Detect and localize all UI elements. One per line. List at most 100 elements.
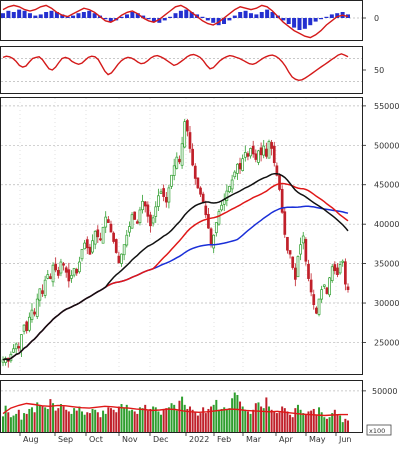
- macd-histogram-bar: [87, 10, 92, 18]
- candle-body: [320, 289, 324, 300]
- candle-body: [328, 277, 331, 296]
- macd-histogram-bar: [38, 14, 43, 18]
- candle-body: [14, 343, 18, 350]
- candle-body: [278, 175, 281, 190]
- price-tick-label: 55000: [374, 102, 399, 111]
- volume-bar: [291, 417, 294, 432]
- volume-tick-label: 50000: [372, 387, 397, 396]
- candle-body: [38, 288, 42, 301]
- candle-body: [270, 142, 273, 149]
- candle-body: [104, 216, 108, 228]
- price-tick-label: 30000: [374, 299, 399, 308]
- volume-bar: [299, 409, 302, 432]
- candle-body: [1, 359, 5, 363]
- candle-body: [233, 171, 237, 178]
- volume-bar: [17, 409, 20, 432]
- x-tick-label: Feb: [217, 435, 231, 444]
- candle-body: [338, 264, 342, 274]
- volume-bar: [215, 399, 218, 432]
- candle-body: [186, 120, 189, 132]
- macd-histogram-bar: [124, 14, 129, 18]
- volume-bar: [46, 408, 49, 432]
- macd-histogram-bar: [108, 18, 113, 22]
- volume-bar: [36, 402, 39, 432]
- macd-histogram-bar: [329, 14, 334, 18]
- volume-bar: [231, 398, 234, 432]
- volume-bar: [41, 406, 44, 432]
- price-tick-label: 25000: [374, 338, 399, 347]
- candle-body: [272, 145, 276, 164]
- candle-body: [172, 165, 176, 176]
- volume-bar: [23, 413, 26, 432]
- volume-bar: [323, 417, 326, 432]
- oscillator-line: [2, 53, 349, 82]
- candle-body: [12, 348, 15, 353]
- candle-body: [288, 250, 292, 255]
- candle-body: [83, 242, 86, 250]
- candle-body: [80, 249, 84, 260]
- candle-body: [27, 316, 31, 331]
- candle-body: [64, 267, 68, 273]
- candle-body: [207, 213, 210, 229]
- volume-bar: [117, 406, 120, 432]
- macd-line: [2, 4, 349, 39]
- macd-histogram-bar: [146, 18, 151, 20]
- candle-body: [309, 279, 313, 293]
- volume-bar: [30, 407, 33, 432]
- candle-body: [304, 239, 308, 262]
- macd-histogram-bar: [238, 12, 243, 18]
- volume-bar: [9, 417, 12, 432]
- candle-body: [54, 263, 58, 271]
- candle-body: [299, 244, 302, 255]
- candle-body: [259, 147, 263, 156]
- volume-bar: [286, 411, 289, 432]
- volume-bar: [49, 399, 52, 432]
- volume-y-axis: 50000: [362, 387, 397, 396]
- volume-bar: [225, 409, 228, 432]
- candle-body: [99, 238, 102, 241]
- volume-bar: [173, 404, 176, 432]
- candle-body: [257, 150, 260, 163]
- volume-bar: [244, 409, 247, 432]
- candle-body: [344, 261, 347, 285]
- volume-bar: [228, 408, 231, 432]
- volume-bar: [146, 410, 149, 432]
- candle-body: [267, 141, 271, 159]
- macd-histogram-bar: [60, 14, 65, 18]
- candle-body: [70, 275, 73, 279]
- volume-bar: [75, 410, 78, 432]
- volume-bar: [12, 415, 15, 432]
- volume-bar: [312, 408, 315, 432]
- candle-body: [75, 268, 79, 274]
- candle-body: [170, 174, 173, 187]
- candle-body: [209, 228, 213, 246]
- volume-average-line: [2, 402, 348, 417]
- candle-body: [280, 188, 284, 213]
- candle-body: [220, 204, 223, 211]
- volume-bar: [38, 405, 41, 432]
- volume-bar: [94, 409, 97, 432]
- macd-histogram-bar: [205, 18, 210, 21]
- macd-histogram-bar: [81, 12, 86, 18]
- candle-body: [286, 236, 289, 251]
- macd-panel-frame: [0, 0, 363, 41]
- volume-bar: [62, 406, 65, 432]
- x-tick-label: 2022: [189, 435, 209, 444]
- candle-body: [262, 145, 266, 156]
- candle-body: [214, 222, 218, 234]
- volume-bar: [178, 400, 181, 432]
- x-tick-label: Jun: [338, 435, 352, 444]
- candle-body: [346, 286, 350, 290]
- candle-body: [33, 311, 36, 315]
- volume-bar: [236, 394, 239, 432]
- volume-bar: [20, 419, 23, 432]
- volume-bar: [120, 404, 123, 432]
- volume-bar: [57, 408, 60, 432]
- volume-bar: [162, 408, 165, 432]
- volume-bar: [175, 410, 178, 432]
- candle-body: [130, 214, 134, 229]
- volume-bar: [260, 406, 263, 432]
- candle-body: [246, 153, 250, 157]
- price-panel: [1, 98, 362, 374]
- candle-body: [138, 209, 142, 224]
